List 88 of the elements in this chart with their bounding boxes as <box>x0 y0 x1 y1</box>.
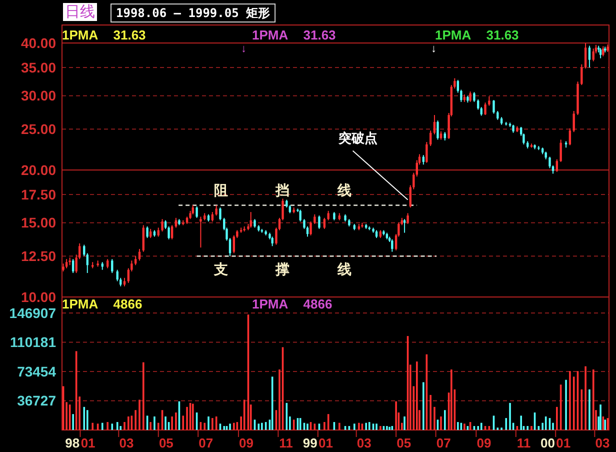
candlestick <box>422 154 425 166</box>
candlestick <box>469 90 472 102</box>
candlestick <box>391 238 394 252</box>
y-tick-label: 35.00 <box>20 59 56 76</box>
candlestick <box>568 128 572 146</box>
candlestick <box>584 42 587 70</box>
candlestick <box>488 96 490 106</box>
candlestick <box>426 142 428 164</box>
x-tick-label: 01 <box>556 436 571 450</box>
annotation: 1PMA 4866 <box>62 296 142 312</box>
annotation: 支 撑 线 <box>212 261 352 278</box>
y-tick-label: 73454 <box>17 364 56 380</box>
candlestick <box>602 46 604 57</box>
chart-title: 日线 <box>65 4 95 20</box>
candlestick <box>134 256 137 266</box>
candlestick <box>492 100 495 114</box>
x-tick-label: 98 <box>65 436 80 450</box>
x-tick-label: 11 <box>516 436 531 450</box>
x-tick-label: 01 <box>318 436 333 450</box>
candlestick <box>271 236 274 247</box>
candlestick <box>429 130 432 146</box>
candlestick <box>299 209 302 222</box>
candlestick <box>477 98 480 110</box>
x-tick-label: 09 <box>476 436 492 450</box>
y-tick-label: 36727 <box>17 392 56 409</box>
candlestick <box>65 258 68 269</box>
x-tick-label: 03 <box>595 436 610 450</box>
candlestick <box>72 258 74 274</box>
candlestick <box>588 45 591 68</box>
y-tick-label: 17.50 <box>20 186 56 202</box>
candlestick <box>86 252 88 274</box>
candlestick <box>473 92 476 102</box>
x-tick-label: 07 <box>198 436 214 450</box>
candlestick <box>250 212 252 228</box>
text: 1PMA 31.63 <box>252 28 336 42</box>
candlestick <box>219 206 222 221</box>
x-tick-label: 03 <box>356 436 372 450</box>
candlestick <box>592 48 594 62</box>
x-tick-label: 99 <box>302 436 318 450</box>
text: 1PMA 31.63 <box>62 28 146 42</box>
candlestick <box>327 210 330 221</box>
candlestick <box>406 212 409 224</box>
candlestick <box>196 206 198 218</box>
y-tick-label: 40.00 <box>20 35 56 51</box>
candlestick <box>161 218 164 232</box>
annotation: 1PMA 4866 <box>252 296 332 312</box>
y-tick-label: 25.00 <box>20 121 56 138</box>
candlestick <box>157 227 160 238</box>
annotation: ↓ <box>431 43 436 55</box>
y-tick-label: 20.00 <box>20 162 56 178</box>
y-tick-label: 10.00 <box>20 289 56 305</box>
annotation: ↓ <box>241 43 246 55</box>
y-tick-label: 12.50 <box>20 248 56 264</box>
y-tick-label: 110181 <box>10 334 56 350</box>
x-tick-label: 07 <box>436 436 451 450</box>
candlestick <box>599 48 602 59</box>
x-tick-label: 11 <box>279 436 293 450</box>
chart-subtitle: 1998.06 — 1999.05 矩形 <box>116 6 270 20</box>
candlestick <box>433 114 436 135</box>
x-tick-label: 01 <box>80 436 96 450</box>
candlestick <box>436 120 439 140</box>
annotation: 突破点 <box>337 130 378 146</box>
y-tick-label: 15.00 <box>20 214 56 231</box>
candlestick <box>211 212 214 222</box>
text: 1PMA 31.63 <box>435 28 519 42</box>
candlestick <box>215 204 218 216</box>
candlestick <box>572 110 575 133</box>
candlestick <box>111 258 114 274</box>
x-tick-label: 09 <box>239 436 254 450</box>
y-tick-label: 30.00 <box>20 88 56 104</box>
annotation: 阻 挡 线 <box>214 182 352 198</box>
y-tick-label: 146907 <box>9 305 56 321</box>
candlestick <box>170 224 174 240</box>
x-tick-label: 05 <box>396 436 412 450</box>
x-tick-label: 03 <box>119 436 134 450</box>
candlestick <box>580 64 583 86</box>
candlestick <box>310 220 312 236</box>
candlestick <box>318 215 320 230</box>
x-tick-label: 00 <box>540 436 556 450</box>
candlestick <box>142 224 144 252</box>
candlestick <box>83 244 86 257</box>
x-tick-label: 05 <box>158 436 174 450</box>
candlestick <box>556 158 558 172</box>
candlestick <box>314 214 316 224</box>
candlestick <box>560 139 562 162</box>
candlestick <box>484 102 486 116</box>
candlestick <box>146 226 148 238</box>
candlestick <box>200 216 202 248</box>
